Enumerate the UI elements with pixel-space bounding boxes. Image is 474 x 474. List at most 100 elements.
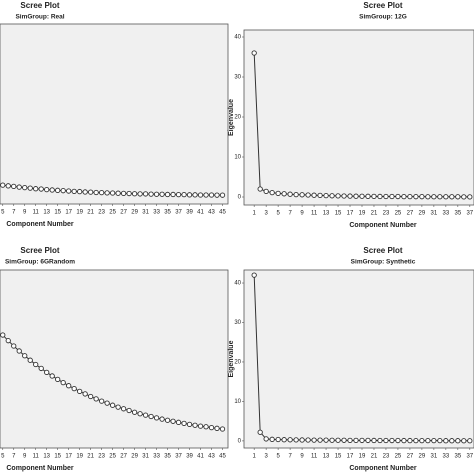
chart-subtitle: SimGroup: 12G (359, 14, 407, 21)
point (425, 438, 431, 444)
point (148, 191, 154, 197)
point (263, 188, 269, 195)
point (449, 194, 455, 200)
point (49, 373, 55, 379)
x-tick-label: 11 (311, 454, 318, 460)
point (305, 192, 311, 198)
x-tick-label: 13 (323, 211, 330, 217)
x-tick-label: 45 (219, 454, 226, 460)
point (98, 190, 105, 196)
x-tick-label: 35 (454, 211, 461, 217)
x-tick-label: 31 (142, 210, 149, 216)
point (115, 190, 121, 196)
point (311, 192, 317, 198)
point (443, 194, 449, 200)
x-axis-title: Component Number (349, 465, 417, 472)
point (159, 416, 165, 422)
point (287, 191, 293, 197)
point (317, 437, 323, 443)
point (104, 400, 110, 406)
x-tick-label: 31 (142, 454, 149, 460)
point (27, 185, 33, 191)
x-tick-label: 27 (120, 210, 127, 216)
point (0, 332, 6, 338)
point (323, 192, 329, 199)
point (142, 191, 149, 197)
point (131, 409, 138, 415)
point (203, 192, 209, 198)
plot-area (243, 269, 474, 449)
x-tick-label: 3 (264, 454, 268, 460)
point (251, 50, 257, 56)
x-tick-label: 25 (395, 454, 402, 460)
x-tick-label: 19 (359, 211, 366, 217)
point (389, 437, 395, 444)
point (371, 437, 377, 444)
point (275, 190, 281, 197)
x-tick-label: 29 (131, 454, 138, 460)
point (192, 192, 198, 198)
point (208, 192, 215, 198)
x-tick-label: 27 (407, 211, 414, 217)
point (55, 187, 61, 193)
point (38, 186, 44, 192)
x-tick-label: 43 (208, 454, 215, 460)
point (44, 369, 50, 375)
point (137, 191, 143, 197)
point (449, 438, 455, 444)
point (353, 437, 359, 444)
chart-subtitle: SimGroup: 6GRandom (5, 259, 75, 266)
x-tick-label: 25 (109, 454, 116, 460)
point (281, 437, 287, 443)
point (293, 437, 299, 443)
point (93, 396, 99, 402)
x-tick-label: 15 (335, 454, 342, 460)
point (269, 189, 275, 196)
x-tick-label: 13 (323, 454, 330, 460)
x-tick-label: 15 (54, 454, 61, 460)
point (82, 391, 88, 397)
point (60, 379, 66, 386)
point (98, 398, 105, 404)
chart-title: Scree Plot (20, 1, 59, 10)
y-axis-title: Eigenvalue (228, 340, 235, 377)
plot-content (0, 182, 226, 198)
plot-content (251, 50, 473, 200)
x-tick-label: 35 (454, 454, 461, 460)
x-tick-label: 19 (76, 454, 83, 460)
x-tick-label: 11 (33, 454, 40, 460)
point (11, 183, 17, 190)
x-tick-label: 21 (87, 210, 94, 216)
x-tick-label: 37 (466, 211, 473, 217)
x-tick-label: 43 (208, 210, 215, 216)
point (383, 193, 389, 200)
point (153, 415, 160, 421)
x-tick-label: 27 (120, 454, 127, 460)
point (27, 357, 33, 363)
point (197, 192, 204, 198)
x-tick-label: 17 (347, 211, 354, 217)
y-tick-label: 30 (234, 75, 241, 81)
x-tick-label: 31 (431, 454, 438, 460)
x-tick-label: 11 (311, 211, 318, 217)
point (455, 194, 461, 200)
y-tick-label: 40 (234, 281, 241, 287)
point (257, 429, 263, 435)
chart-title: Scree Plot (363, 246, 402, 255)
point (126, 407, 132, 414)
x-tick-label: 17 (65, 454, 72, 460)
x-tick-label: 39 (186, 454, 193, 460)
x-tick-label: 9 (300, 211, 304, 217)
x-tick-label: 25 (395, 211, 402, 217)
point (219, 426, 226, 432)
x-tick-label: 9 (300, 454, 304, 460)
point (88, 189, 94, 195)
x-tick-label: 13 (43, 454, 50, 460)
point (186, 421, 193, 428)
point (413, 194, 419, 200)
point (407, 193, 413, 200)
x-axis-title: Component Number (349, 222, 417, 229)
x-tick-label: 29 (419, 211, 426, 217)
point (153, 191, 160, 197)
x-tick-label: 11 (33, 210, 40, 216)
